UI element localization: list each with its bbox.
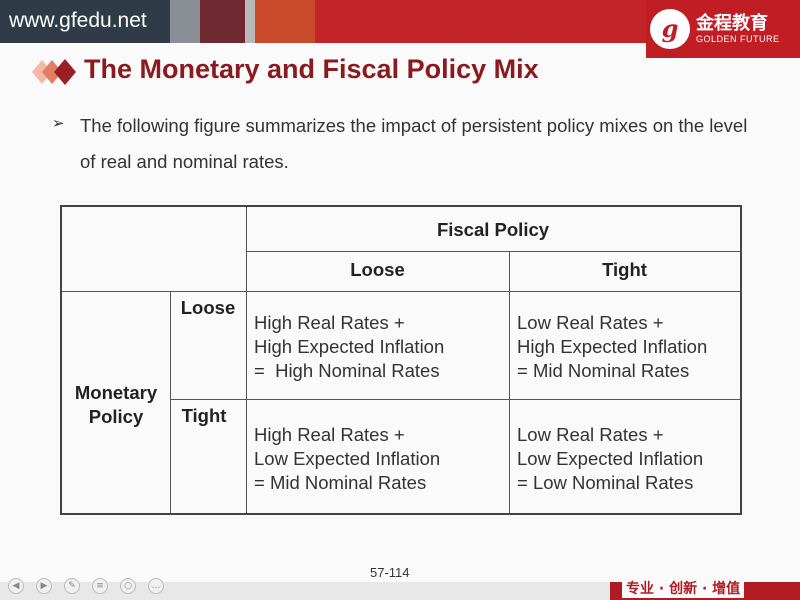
menu-icon[interactable]: ≡ xyxy=(92,578,108,594)
table-divider xyxy=(246,207,247,513)
cell-line: Low Expected Inflation xyxy=(517,448,704,469)
banner-square xyxy=(255,0,315,43)
table-divider xyxy=(509,251,510,513)
next-slide-icon[interactable]: ▶ xyxy=(36,578,52,594)
cell-line: High Expected Inflation xyxy=(254,336,445,357)
slide-title: The Monetary and Fiscal Policy Mix xyxy=(84,54,539,84)
logo-chinese-text: 金程教育 xyxy=(696,13,768,34)
logo-english-text: GOLDEN FUTURE xyxy=(696,34,780,44)
banner-square xyxy=(315,0,646,43)
fiscal-loose-header: Loose xyxy=(350,259,405,280)
more-icon[interactable]: … xyxy=(148,578,164,594)
table-divider xyxy=(62,291,740,292)
monetary-policy-header: Monetary Policy xyxy=(62,381,170,429)
cell-line: High Real Rates + xyxy=(254,312,405,333)
table-divider xyxy=(170,399,740,400)
logo-icon: g xyxy=(650,9,690,49)
table-divider xyxy=(170,291,171,513)
cell-line: = High Nominal Rates xyxy=(254,360,440,381)
cell-tight-tight: Low Real Rates + Low Expected Inflation … xyxy=(517,423,703,495)
cell-line: High Expected Inflation xyxy=(517,336,708,357)
cell-line: = Mid Nominal Rates xyxy=(517,360,690,381)
monetary-tight-header: Tight xyxy=(181,405,227,426)
policy-mix-table: Fiscal Policy Loose Tight Monetary Polic… xyxy=(60,205,742,515)
cell-loose-loose: High Real Rates + High Expected Inflatio… xyxy=(254,311,444,383)
footer-slogan: 专业 · 创新 · 增值 xyxy=(622,578,745,598)
site-url[interactable]: www.gfedu.net xyxy=(9,9,147,32)
footer-bar xyxy=(0,582,800,600)
brand-logo: g 金程教育 GOLDEN FUTURE xyxy=(646,0,800,58)
table-divider xyxy=(246,251,740,252)
bullet-text: The following figure summarizes the impa… xyxy=(80,115,748,172)
banner-square xyxy=(245,0,255,43)
cell-line: = Low Nominal Rates xyxy=(517,472,694,493)
cell-line: Low Real Rates + xyxy=(517,424,664,445)
cell-line: Low Expected Inflation xyxy=(254,448,441,469)
banner-square xyxy=(170,0,200,43)
cell-line: High Real Rates + xyxy=(254,424,405,445)
title-diamond-icon xyxy=(32,59,76,85)
pen-icon[interactable]: ✎ xyxy=(64,578,80,594)
fiscal-policy-header: Fiscal Policy xyxy=(436,219,550,240)
monetary-policy-header-line: Policy xyxy=(88,406,144,427)
monetary-loose-header: Loose xyxy=(180,297,236,318)
bullet-arrow-icon: ➢ xyxy=(52,114,65,132)
zoom-icon[interactable]: ○ xyxy=(120,578,136,594)
cell-line: Low Real Rates + xyxy=(517,312,664,333)
monetary-policy-header-line: Monetary xyxy=(74,382,158,403)
fiscal-tight-header: Tight xyxy=(602,259,647,280)
cell-loose-tight: Low Real Rates + High Expected Inflation… xyxy=(517,311,707,383)
banner-square xyxy=(200,0,245,43)
page-number: 57-114 xyxy=(370,565,410,580)
cell-line: = Mid Nominal Rates xyxy=(254,472,427,493)
prev-slide-icon[interactable]: ◀ xyxy=(8,578,24,594)
cell-tight-loose: High Real Rates + Low Expected Inflation… xyxy=(254,423,440,495)
url-box: www.gfedu.net xyxy=(0,0,170,43)
